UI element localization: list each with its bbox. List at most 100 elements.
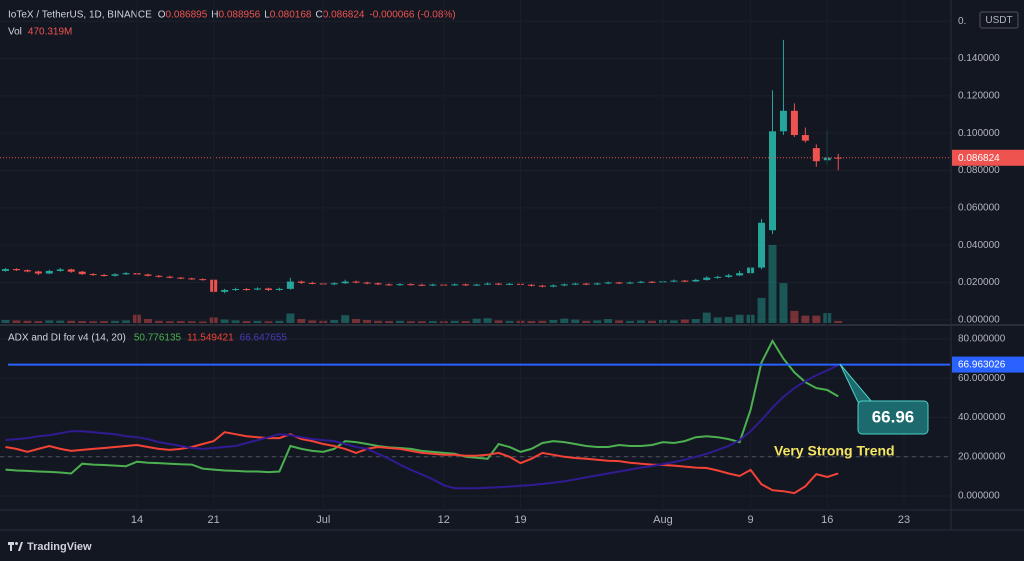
volume-bar: [461, 321, 470, 323]
price-change: -0.000066 (-0.08%): [369, 10, 455, 21]
volume-bar: [374, 320, 383, 323]
volume-bar: [615, 320, 624, 323]
x-tick-label: 19: [514, 514, 526, 526]
volume-bar: [834, 320, 843, 323]
volume-bar: [647, 320, 656, 323]
candle-body: [34, 271, 42, 274]
y-tick-label: 0.000000: [958, 491, 1000, 502]
volume-bar: [450, 320, 459, 323]
candle-body: [177, 277, 185, 279]
volume-bar: [352, 319, 361, 323]
candle-body: [144, 274, 152, 276]
volume-bar: [768, 245, 777, 323]
y-tick-label: 0.020000: [958, 277, 1000, 288]
annotation-text: Very Strong Trend: [774, 443, 895, 459]
volume-bar: [56, 320, 65, 323]
volume-bar: [801, 315, 810, 323]
volume-bar: [1, 319, 10, 323]
candle-body: [593, 283, 601, 285]
indicator-value: 66.647655: [240, 333, 288, 344]
volume-bar: [626, 320, 635, 323]
candle-body: [714, 276, 722, 278]
volume-bar: [669, 320, 678, 323]
volume-bar: [154, 320, 163, 323]
candle-body: [385, 284, 393, 286]
volume-bar: [111, 320, 120, 323]
volume-bar: [23, 320, 32, 323]
candle-body: [692, 279, 700, 282]
y-tick-label: 0.080000: [958, 165, 1000, 176]
volume-bar: [198, 321, 207, 323]
brand-logo: [8, 542, 23, 551]
candle-body: [308, 282, 316, 284]
y-tick-label: 0.060000: [958, 202, 1000, 213]
volume-bar: [428, 321, 437, 323]
x-tick-label: 21: [208, 514, 220, 526]
volume-bar: [34, 321, 43, 323]
volume-bar: [582, 320, 591, 323]
candle-body: [812, 148, 820, 162]
y-tick-label: 0.100000: [958, 128, 1000, 139]
series-line: [5, 431, 839, 495]
volume-bar: [275, 320, 284, 323]
ohlc-key: O: [158, 10, 166, 21]
volume-bar: [165, 321, 174, 323]
candle-body: [834, 157, 842, 159]
y-tick-label: 40.000000: [958, 412, 1006, 423]
candle-body: [155, 275, 163, 277]
volume-bar: [242, 321, 251, 323]
candle-body: [604, 282, 612, 284]
candle-body: [779, 110, 787, 132]
volume-bar: [12, 320, 21, 323]
volume-bar: [308, 320, 317, 323]
volume-bar: [406, 321, 415, 323]
candle-body: [374, 283, 382, 285]
candle-body: [637, 281, 645, 283]
candle-body: [462, 284, 470, 286]
x-tick-label: 14: [131, 514, 143, 526]
candle-body: [736, 273, 744, 276]
candle-body: [538, 285, 546, 287]
candle-body: [199, 279, 207, 281]
candle-body: [484, 283, 492, 285]
candle-body: [232, 289, 240, 291]
candle-body: [78, 271, 86, 275]
candle-body: [122, 273, 130, 275]
volume-bar: [341, 315, 350, 323]
last-price-box: [952, 149, 1024, 166]
ohlc-value: 0.086824: [323, 10, 365, 21]
y-tick-label: 80.000000: [958, 334, 1006, 345]
volume-bar: [527, 321, 536, 323]
candle-body: [264, 288, 272, 290]
candle-body: [801, 135, 809, 141]
volume-bar: [264, 321, 273, 323]
volume-bar: [45, 320, 54, 323]
volume-bar: [680, 319, 689, 323]
volume-key: Vol: [8, 27, 22, 38]
candle-body: [56, 269, 64, 271]
candle-body: [297, 281, 305, 283]
volume-bar: [560, 318, 569, 323]
volume-bar: [604, 319, 613, 323]
x-tick-label: 16: [821, 514, 833, 526]
candle-body: [473, 284, 481, 286]
volume-bar: [330, 319, 339, 323]
volume-bar: [384, 321, 393, 323]
volume-bar: [571, 319, 580, 323]
ohlc-key: H: [211, 10, 218, 21]
indicator-title: ADX and DI for v4 (14, 20): [8, 333, 126, 344]
candle-body: [725, 275, 733, 277]
candle-body: [166, 276, 174, 278]
volume-bar: [735, 314, 744, 323]
volume-bar: [483, 318, 492, 323]
y-tick-label: 60.000000: [958, 373, 1006, 384]
candle-body: [1, 269, 9, 271]
candle-body: [221, 289, 229, 292]
candle-body: [352, 281, 360, 283]
volume-bar: [143, 319, 152, 323]
x-tick-label: 12: [438, 514, 450, 526]
last-price-label: 0.086824: [958, 153, 1000, 164]
y-tick-label: 0.140000: [958, 53, 1000, 64]
candle-body: [45, 270, 53, 274]
